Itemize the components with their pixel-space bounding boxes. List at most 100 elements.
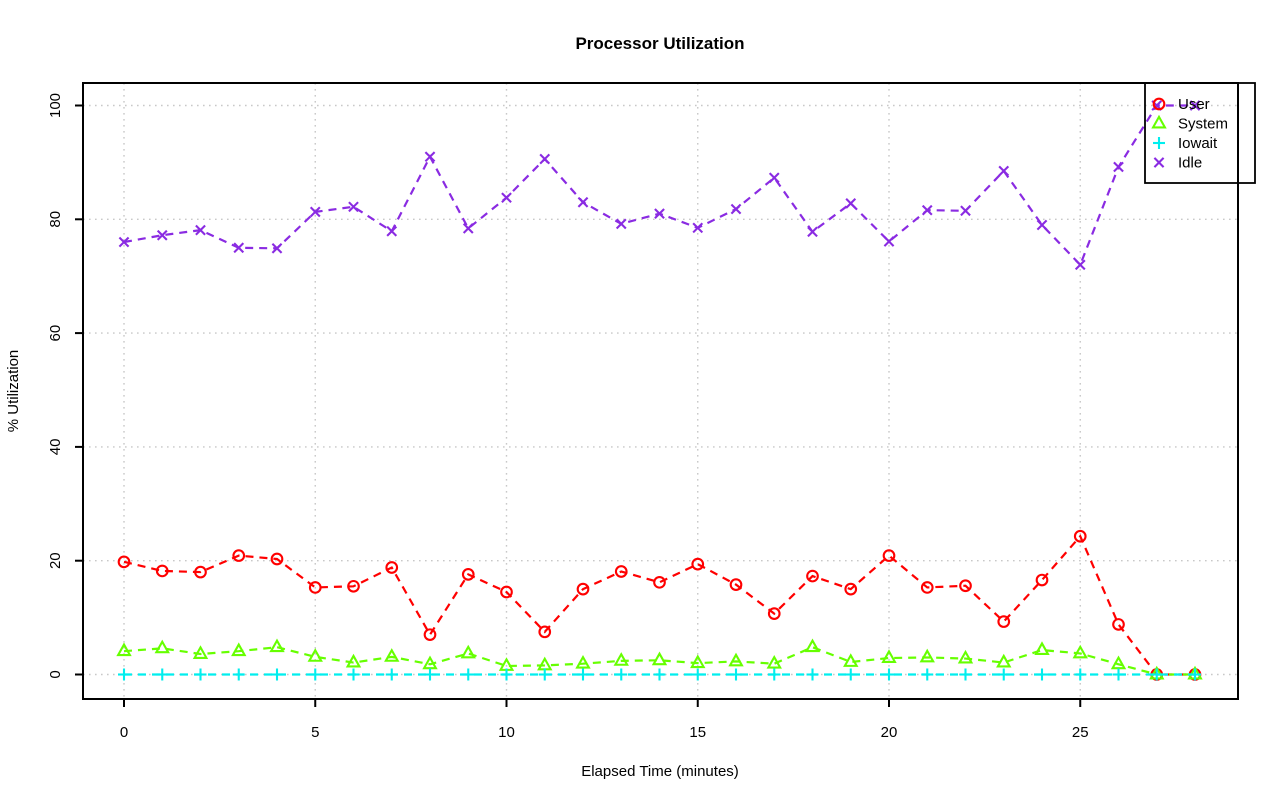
x-tick-label: 20 — [881, 724, 898, 741]
triangle-marker — [919, 648, 935, 663]
series-line — [123, 534, 1195, 676]
x-marker — [462, 223, 474, 234]
x-marker — [1189, 100, 1201, 111]
x-marker — [615, 218, 627, 230]
circle-marker — [385, 561, 399, 574]
x-tick-label: 0 — [120, 724, 128, 741]
series-iowait — [118, 668, 1201, 681]
series-idle — [118, 100, 1201, 271]
x-marker — [386, 225, 398, 237]
plus-marker — [844, 668, 857, 681]
triangle-marker — [1151, 114, 1167, 129]
circle-marker — [959, 579, 972, 593]
plus-marker — [194, 668, 207, 681]
triangle-marker — [766, 654, 782, 669]
x-marker — [195, 224, 206, 236]
circle-marker — [194, 565, 207, 579]
x-marker — [998, 165, 1010, 177]
circle-marker — [653, 575, 666, 589]
triangle-marker — [307, 648, 323, 662]
triangle-marker — [192, 645, 209, 659]
x-marker — [501, 192, 512, 204]
legend-item: User — [1152, 96, 1210, 113]
triangle-marker — [728, 652, 744, 667]
axis-ticks: 0 5 10 15 20 25 0 20 40 60 80 100 — [47, 93, 1089, 741]
triangle-marker — [116, 642, 132, 657]
triangle-marker — [881, 649, 897, 663]
circle-marker — [767, 607, 781, 620]
x-marker — [156, 229, 168, 241]
plus-marker — [653, 668, 666, 681]
series-line — [123, 104, 1195, 267]
plus-marker — [959, 668, 972, 681]
chart-title: Processor Utilization — [575, 34, 744, 53]
x-marker — [118, 236, 130, 248]
x-marker — [921, 204, 933, 216]
circle-marker — [1112, 618, 1125, 631]
legend-item: Idle — [1153, 155, 1202, 172]
circle-marker — [155, 564, 169, 578]
plus-marker — [500, 668, 513, 681]
plus-marker — [883, 668, 895, 681]
plus-marker — [1189, 668, 1201, 681]
triangle-marker — [651, 651, 668, 666]
legend-box — [1144, 82, 1256, 184]
series-layer — [116, 100, 1203, 681]
y-axis-title: % Utilization — [5, 350, 22, 433]
legend: User System Iowait Idle — [1144, 82, 1256, 184]
triangle-marker — [996, 653, 1012, 668]
x-marker — [424, 151, 436, 163]
triangle-marker — [537, 656, 553, 671]
plus-marker — [309, 668, 322, 681]
x-marker — [539, 153, 551, 165]
x-tick-label: 5 — [311, 724, 319, 741]
legend-item: Iowait — [1153, 135, 1218, 152]
circle-marker — [1035, 573, 1049, 587]
circle-marker — [614, 565, 628, 578]
circle-marker — [232, 549, 246, 562]
circle-marker — [1152, 97, 1166, 111]
triangle-marker — [422, 655, 438, 670]
plus-marker — [730, 668, 742, 681]
plus-marker — [271, 668, 283, 681]
triangle-marker — [384, 648, 400, 662]
x-marker — [960, 205, 971, 217]
plus-marker — [615, 668, 628, 681]
triangle-marker — [269, 638, 285, 653]
circle-marker — [882, 549, 896, 562]
triangle-marker — [613, 652, 629, 666]
x-marker — [692, 222, 704, 234]
plus-marker — [1153, 137, 1165, 149]
circle-marker — [423, 628, 437, 642]
y-tick-label: 20 — [47, 552, 64, 569]
plus-marker — [1150, 668, 1163, 681]
plus-marker — [156, 668, 169, 681]
x-marker — [768, 172, 780, 184]
x-axis-title: Elapsed Time (minutes) — [581, 763, 739, 780]
triangle-marker — [957, 649, 974, 664]
plus-marker — [347, 668, 360, 681]
x-marker — [348, 201, 359, 213]
y-tick-label: 0 — [47, 670, 64, 678]
y-tick-label: 40 — [47, 439, 64, 456]
triangle-marker — [843, 653, 859, 667]
circle-marker — [844, 582, 858, 596]
plus-marker — [921, 668, 934, 681]
legend-item-label: Idle — [1178, 155, 1202, 172]
plus-marker — [806, 668, 819, 681]
plus-marker — [1074, 668, 1087, 681]
circle-marker — [538, 625, 552, 639]
circle-marker — [729, 578, 743, 591]
circle-marker — [576, 582, 590, 596]
triangle-marker — [1110, 655, 1127, 670]
legend-item-label: User — [1178, 96, 1210, 113]
series-system — [116, 638, 1203, 680]
circle-marker — [920, 581, 934, 594]
x-marker — [845, 198, 857, 209]
circle-marker — [347, 579, 360, 593]
plus-marker — [997, 668, 1010, 681]
triangle-marker — [1072, 644, 1088, 659]
legend-item-label: System — [1178, 116, 1228, 133]
x-tick-label: 25 — [1072, 724, 1089, 741]
plus-marker — [1112, 668, 1125, 681]
